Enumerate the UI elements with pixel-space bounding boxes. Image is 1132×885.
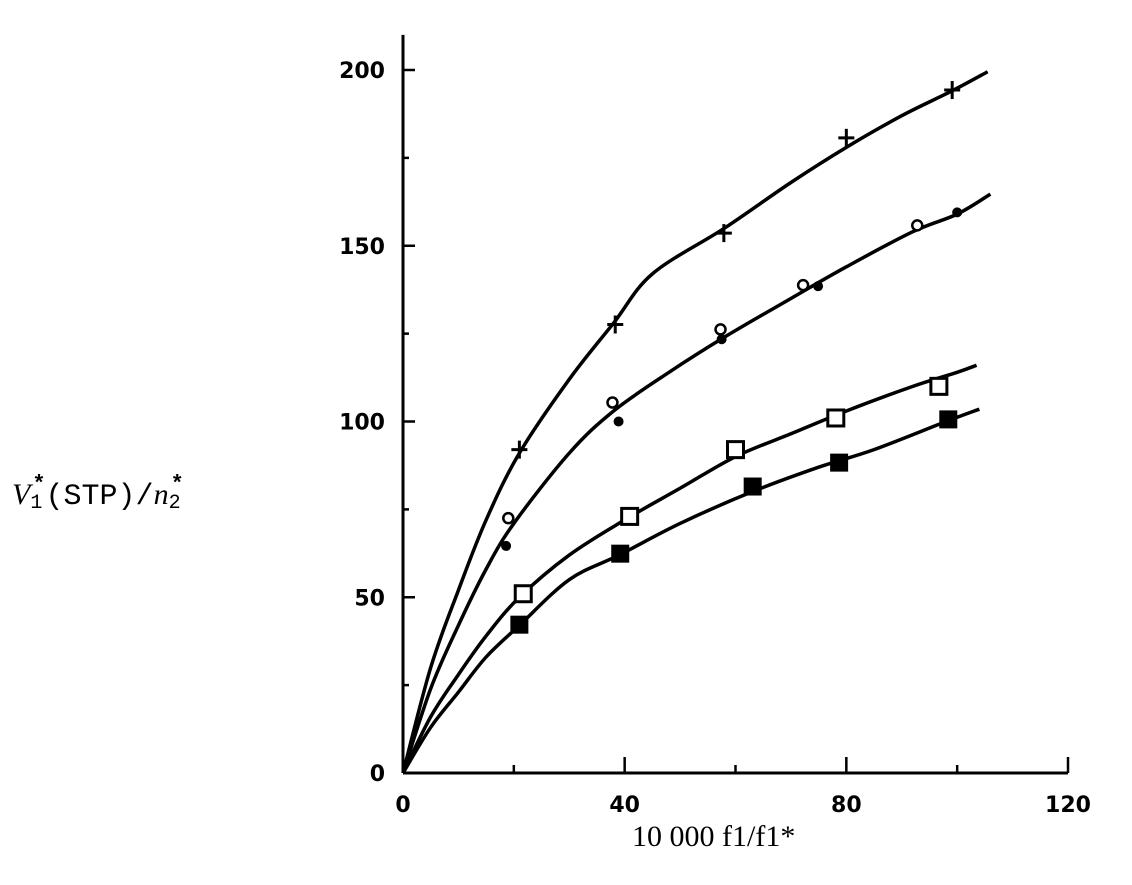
curve-plus: [401, 70, 989, 774]
y-axis-label: V1*(STP)/n2*: [12, 472, 184, 515]
marker-filled-circle: [716, 334, 727, 345]
y-label-sub2: 2: [168, 492, 181, 515]
marker-filled-square: [510, 615, 529, 634]
marker-filled-square: [830, 453, 849, 472]
marker-open-circle: [796, 278, 810, 292]
x-tick-label: 0: [395, 793, 410, 818]
marker-open-circle: [502, 511, 515, 525]
axes: [401, 34, 1070, 775]
marker-filled-circle: [952, 207, 963, 218]
tick-labels: 0 50 100 150 200 0 40 80 120: [339, 59, 1091, 818]
y-tick-label: 0: [370, 762, 385, 787]
y-label-sup2: *: [170, 472, 184, 497]
data-markers: [501, 81, 963, 634]
marker-open-square: [726, 440, 745, 460]
curve-open-circle: [401, 192, 992, 774]
marker-open-square: [826, 408, 846, 428]
x-axis-label: 10 000 f1/f1*: [632, 820, 796, 853]
marker-filled-circle: [813, 281, 824, 292]
curve-open-square: [401, 363, 978, 774]
marker-open-circle: [606, 396, 619, 409]
marker-open-square: [513, 584, 533, 604]
marker-filled-square: [611, 544, 630, 563]
marker-plus: [511, 440, 528, 459]
y-label-var2: n: [153, 478, 169, 511]
y-tick-label: 100: [339, 411, 385, 436]
y-tick-label: 50: [354, 586, 385, 611]
marker-plus: [715, 224, 732, 243]
y-label-sub1: 1: [30, 492, 43, 515]
marker-filled-square: [939, 410, 958, 429]
marker-open-circle: [911, 219, 924, 232]
y-label-sup1: *: [32, 472, 46, 497]
marker-filled-circle: [613, 416, 624, 427]
marker-open-circle: [714, 323, 727, 336]
marker-open-square: [929, 376, 949, 396]
y-label-mid: (STP)/: [45, 480, 154, 514]
marker-filled-square: [743, 477, 762, 496]
fitted-curves: [401, 70, 992, 774]
marker-plus: [838, 128, 855, 147]
marker-open-square: [620, 506, 640, 526]
curve-filled-square: [401, 407, 980, 774]
marker-plus: [944, 81, 961, 100]
y-tick-label: 200: [339, 59, 385, 84]
y-tick-label: 150: [339, 235, 385, 260]
x-tick-label: 80: [831, 793, 862, 818]
x-tick-label: 40: [609, 793, 640, 818]
y-label-var: V: [12, 478, 31, 511]
x-tick-label: 120: [1045, 793, 1091, 818]
marker-plus: [607, 315, 624, 334]
marker-filled-circle: [501, 540, 512, 551]
